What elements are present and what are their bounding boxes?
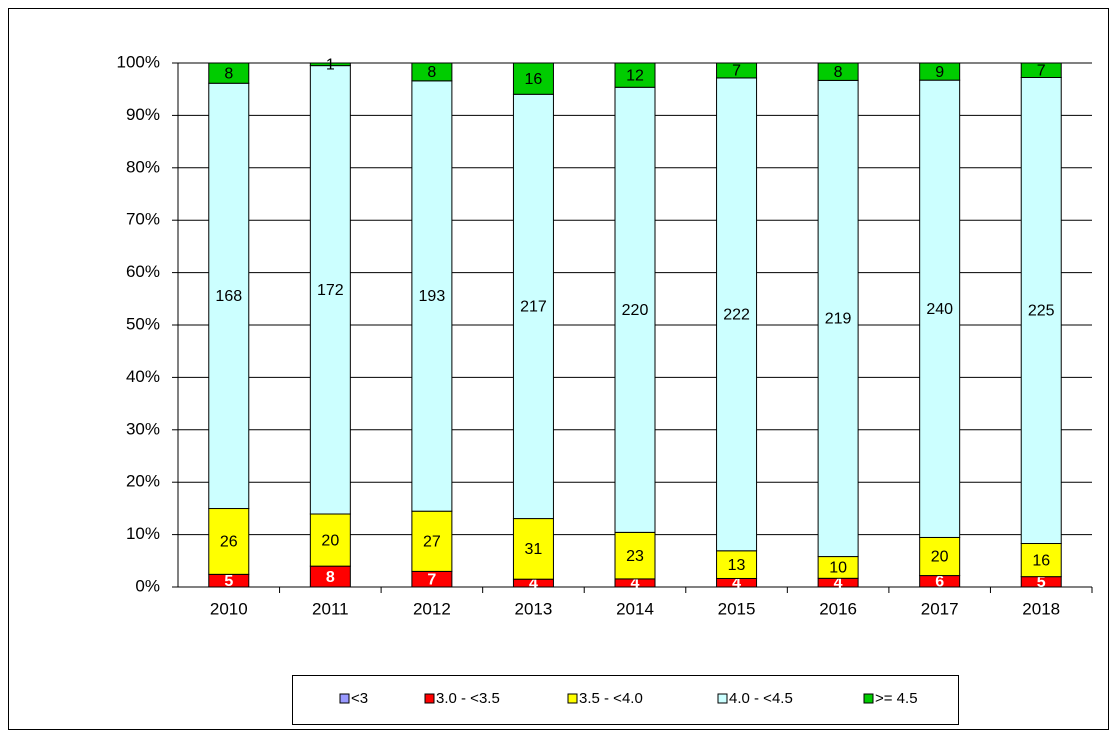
legend-label: 3.5 - <4.0 (579, 690, 643, 707)
bar-segment (614, 62, 656, 88)
y-tick-label: 10% (126, 524, 160, 543)
bar-segment (716, 62, 758, 79)
legend-label: >= 4.5 (875, 690, 918, 707)
bar-segment (817, 62, 859, 81)
y-tick-label: 100% (117, 52, 160, 71)
data-label: 1 (326, 57, 335, 74)
x-tick-label: 2013 (515, 599, 553, 618)
legend-swatch (863, 693, 874, 704)
data-label: 20 (321, 532, 339, 549)
x-tick-label: 2014 (616, 599, 654, 618)
y-tick-label: 30% (126, 419, 160, 438)
data-label: 31 (525, 541, 543, 558)
data-label: 168 (215, 288, 242, 305)
data-label: 4 (732, 575, 741, 592)
legend-swatch (424, 693, 435, 704)
data-label: 4 (631, 575, 640, 592)
bar-segment (208, 82, 250, 510)
x-tick-label: 2015 (718, 599, 756, 618)
legend-swatch (717, 693, 728, 704)
data-label: 193 (419, 288, 446, 305)
y-tick-label: 20% (126, 472, 160, 491)
data-label: 23 (626, 548, 644, 565)
y-tick-label: 70% (126, 210, 160, 229)
bar-segment (411, 62, 453, 82)
data-label: 225 (1028, 303, 1055, 320)
bar-segment (1020, 62, 1062, 78)
data-label: 8 (427, 64, 436, 81)
legend-label: 3.0 - <3.5 (436, 690, 500, 707)
data-label: 7 (427, 571, 436, 588)
data-label: 16 (1032, 552, 1050, 569)
data-label: 10 (829, 560, 847, 577)
y-tick-label: 90% (126, 105, 160, 124)
data-label: 8 (326, 569, 335, 586)
y-tick-label: 50% (126, 314, 160, 333)
data-label: 16 (525, 71, 543, 88)
data-label: 172 (317, 282, 344, 299)
data-label: 9 (935, 64, 944, 81)
data-label: 7 (732, 63, 741, 80)
bar-segment (512, 518, 554, 580)
x-tick-label: 2012 (413, 599, 451, 618)
legend-box (292, 675, 959, 725)
x-tick-label: 2017 (921, 599, 959, 618)
data-label: 5 (1037, 574, 1046, 591)
bar-segment (1020, 543, 1062, 578)
x-tick-label: 2016 (819, 599, 857, 618)
bar-segment (614, 531, 656, 580)
y-tick-label: 40% (126, 367, 160, 386)
legend-label: 4.0 - <4.5 (729, 690, 793, 707)
data-label: 20 (931, 549, 949, 566)
bar-segment (411, 510, 453, 572)
data-label: 8 (834, 64, 843, 81)
data-label: 13 (728, 557, 746, 574)
legend-label: <3 (351, 690, 368, 707)
legend-swatch (567, 693, 578, 704)
bar-segment (309, 62, 351, 67)
data-label: 222 (723, 307, 750, 324)
bar-segment (919, 62, 961, 81)
data-label: 8 (224, 65, 233, 82)
data-label: 217 (520, 299, 547, 316)
data-label: 240 (926, 301, 953, 318)
legend-swatch (339, 693, 350, 704)
y-tick-label: 60% (126, 262, 160, 281)
bar-segment (817, 79, 859, 558)
x-tick-label: 2018 (1022, 599, 1060, 618)
bar-segment (208, 62, 250, 84)
bar-segment (614, 86, 656, 533)
data-label: 219 (825, 311, 852, 328)
data-label: 26 (220, 534, 238, 551)
bar-segment (309, 513, 351, 567)
data-label: 4 (529, 575, 538, 592)
data-label: 5 (224, 573, 233, 590)
data-label: 27 (423, 534, 441, 551)
y-tick-label: 80% (126, 157, 160, 176)
y-tick-label: 0% (135, 576, 160, 595)
data-label: 12 (626, 67, 644, 84)
bar-segment (309, 65, 351, 515)
x-tick-label: 2011 (312, 599, 349, 618)
x-tick-label: 2010 (210, 599, 248, 618)
bar-segment (512, 62, 554, 95)
bar-segment (208, 508, 250, 575)
data-label: 4 (834, 575, 843, 592)
data-label: 220 (622, 302, 649, 319)
bar-segment (411, 80, 453, 512)
data-label: 6 (935, 574, 944, 591)
data-label: 7 (1037, 62, 1046, 79)
